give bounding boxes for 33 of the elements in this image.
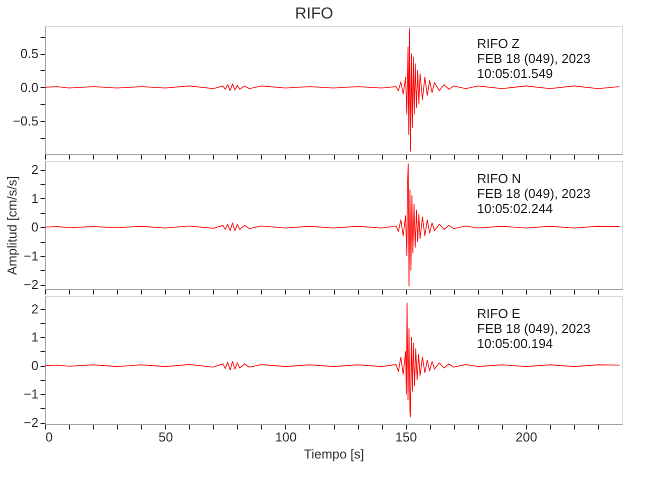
annotation: 10:05:02.244 (477, 201, 553, 216)
y-tick-label: 2 (31, 301, 38, 316)
annotation: RIFO Z (477, 36, 520, 51)
y-tick-label: −2 (24, 415, 38, 430)
x-tick-label: 150 (395, 430, 417, 444)
x-tick-label: 0 (46, 430, 53, 444)
annotation: 10:05:01.549 (477, 66, 553, 81)
x-axis-title: Tiempo [s] (304, 446, 364, 462)
y-tick-label: 0 (31, 358, 38, 374)
line-series (44, 28, 620, 152)
x-tick-label: 50 (158, 430, 173, 444)
y-tick-label: −1 (24, 386, 38, 402)
y-tick-label: 2 (31, 162, 38, 178)
annotation: RIFO N (477, 171, 522, 186)
y-tick-label: 1 (31, 330, 38, 345)
y-tick-label: 1 (31, 190, 38, 206)
x-tick-label: 200 (515, 430, 538, 444)
x-tick-label: 100 (275, 430, 297, 444)
y-tick-label: 0.5 (20, 46, 38, 62)
annotation: FEB 18 (049), 2023 (477, 186, 590, 201)
y-tick-label: 0 (31, 220, 38, 235)
y-tick-label: −1 (24, 248, 38, 264)
annotation: FEB 18 (049), 2023 (477, 51, 590, 66)
line-series (44, 163, 620, 287)
y-tick-label: 0.0 (20, 80, 38, 95)
y-tick-label: −2 (24, 277, 38, 292)
annotation: RIFO E (477, 306, 521, 321)
chart-title: RIFO (294, 6, 334, 22)
annotation: FEB 18 (049), 2023 (477, 321, 590, 336)
y-axis-title: Amplitud [cm/s/s] (4, 176, 20, 275)
line-series (44, 302, 620, 418)
y-tick-label: −0.5 (12, 113, 38, 128)
annotation: 10:05:00.194 (477, 336, 553, 351)
